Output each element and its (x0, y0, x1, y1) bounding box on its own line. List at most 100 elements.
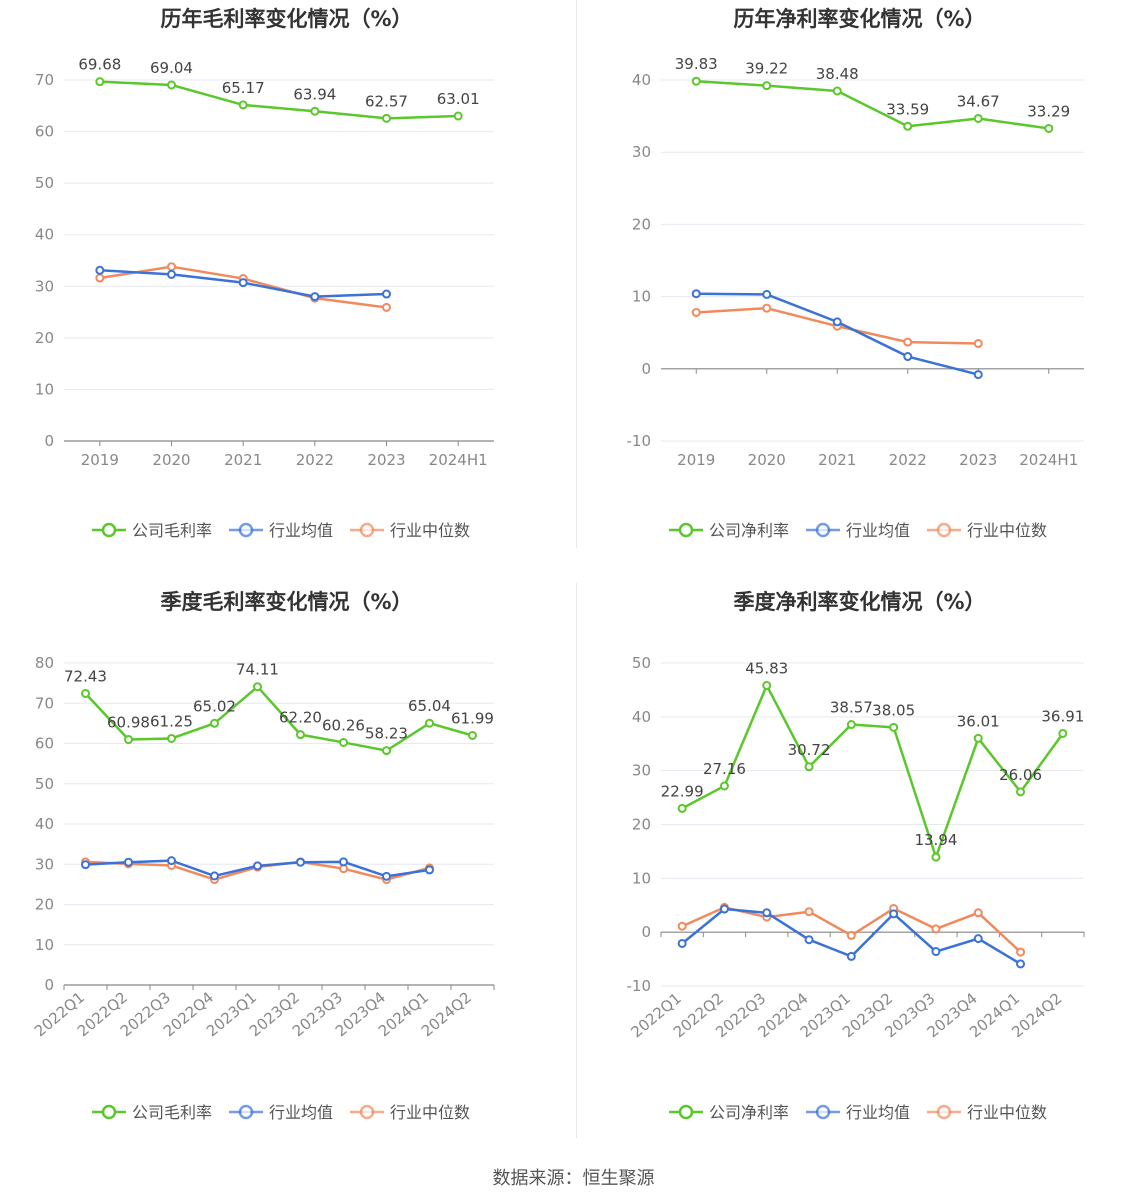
industry-avg-point (167, 269, 176, 279)
legend-item-industry-median[interactable]: 行业中位数 (390, 1103, 470, 1122)
y-tick-label: 70 (35, 71, 54, 89)
data-label: 65.02 (193, 697, 236, 715)
y-tick-label: 30 (35, 855, 54, 873)
chart-title: 历年净利率变化情况（%） (733, 7, 985, 31)
x-tick-label: 2023 (959, 451, 997, 469)
data-label: 38.57 (830, 699, 873, 717)
industry-avg-line (696, 292, 979, 376)
industry-avg-point (762, 289, 772, 299)
data-label: 62.20 (279, 709, 322, 727)
data-label: 27.16 (703, 760, 746, 778)
x-tick-label: 2019 (677, 451, 715, 469)
industry-avg-point (310, 292, 320, 302)
industry-median-point (973, 908, 983, 918)
company-point (804, 762, 814, 772)
x-tick-label: 2020 (152, 451, 190, 469)
company-point (973, 113, 983, 123)
legend-item-company[interactable]: 公司净利率 (709, 521, 789, 540)
quarterly-gross-margin-chart: 季度毛利率变化情况（%） 0 10 20 30 40 50 60 70 80 2022Q1 2022Q… (0, 583, 573, 1166)
industry-median-point (903, 337, 913, 347)
legend-item-industry-avg[interactable]: 行业均值 (269, 521, 333, 540)
y-tick-label: 70 (35, 694, 54, 712)
y-tick-label: 0 (44, 432, 54, 450)
legend-item-industry-median[interactable]: 行业中位数 (390, 521, 470, 540)
industry-avg-point (832, 317, 842, 327)
industry-avg-point (339, 857, 348, 867)
data-label: 30.72 (788, 741, 831, 759)
company-point (1044, 123, 1054, 133)
y-tick-label: 60 (35, 123, 54, 141)
y-tick-label: 40 (632, 71, 651, 89)
industry-median-point (1016, 947, 1026, 957)
x-tick-label: 2024H1 (1019, 451, 1078, 469)
legend-item-industry-median[interactable]: 行业中位数 (967, 521, 1047, 540)
data-source: 数据来源：恒生聚源 (492, 1168, 655, 1189)
data-label: 60.98 (107, 714, 150, 732)
y-tick-label: 80 (35, 654, 54, 672)
data-label: 72.43 (64, 667, 107, 685)
x-tick-label: 2023 (367, 451, 405, 469)
industry-median-point (804, 907, 814, 917)
y-tick-label: -10 (627, 977, 652, 995)
industry-median-point (167, 262, 176, 272)
y-tick-label: -10 (627, 432, 652, 450)
industry-avg-point (973, 370, 983, 380)
legend-item-company[interactable]: 公司毛利率 (132, 521, 212, 540)
industry-avg-point (762, 908, 772, 918)
company-point (1016, 787, 1026, 797)
legend-item-industry-median[interactable]: 行业中位数 (967, 1103, 1047, 1122)
y-tick-label: 10 (35, 380, 54, 398)
x-tick-label: 2021 (818, 451, 856, 469)
data-label: 33.29 (1027, 102, 1070, 120)
industry-median-point (846, 930, 856, 940)
legend-swatch-marker (238, 522, 254, 538)
legend-swatch-marker (815, 1104, 831, 1120)
company-point (124, 735, 133, 745)
data-label: 58.23 (365, 725, 408, 743)
industry-median-point (762, 303, 772, 313)
data-label: 22.99 (661, 782, 704, 800)
legend-item-industry-avg[interactable]: 行业均值 (269, 1103, 333, 1122)
x-tick-label: 2022 (296, 451, 334, 469)
chart-title: 季度净利率变化情况（%） (733, 590, 985, 614)
company-point (238, 100, 248, 110)
company-point (832, 86, 842, 96)
legend-swatch-marker (101, 1104, 117, 1120)
data-label: 39.83 (675, 55, 718, 73)
data-label: 33.59 (886, 100, 929, 118)
x-tick-label: 2020 (748, 451, 786, 469)
chart-svg: 历年净利率变化情况（%） -10 0 10 20 30 40 2019 2020 2021 2022… (627, 7, 1084, 540)
company-point (677, 803, 687, 813)
industry-avg-point (804, 935, 814, 945)
chart-title: 历年毛利率变化情况（%） (160, 7, 412, 31)
data-label: 39.22 (745, 60, 788, 78)
data-label: 45.83 (745, 659, 788, 677)
legend-item-industry-avg[interactable]: 行业均值 (846, 521, 910, 540)
company-line (84, 685, 473, 752)
data-label: 65.04 (408, 697, 451, 715)
legend-swatch-marker (678, 1104, 694, 1120)
industry-avg-point (382, 289, 391, 299)
company-point (973, 733, 983, 743)
x-tick-label: 2021 (224, 451, 262, 469)
industry-avg-point (81, 860, 90, 870)
legend-item-company[interactable]: 公司净利率 (709, 1103, 789, 1122)
y-tick-label: 20 (35, 896, 54, 914)
data-label: 62.57 (365, 92, 408, 110)
industry-avg-point (931, 947, 941, 957)
x-tick-label: 2019 (81, 451, 119, 469)
data-label: 36.01 (957, 712, 1000, 730)
legend-item-company[interactable]: 公司毛利率 (132, 1103, 212, 1122)
y-tick-label: 20 (632, 816, 651, 834)
industry-avg-point (296, 857, 305, 867)
legend-item-industry-avg[interactable]: 行业均值 (846, 1103, 910, 1122)
industry-avg-point (903, 352, 913, 362)
data-label: 69.04 (150, 59, 193, 77)
y-tick-label: 0 (641, 360, 651, 378)
y-tick-label: 10 (632, 869, 651, 887)
y-tick-label: 30 (35, 277, 54, 295)
data-label: 36.91 (1041, 707, 1084, 725)
company-point (210, 718, 219, 728)
company-point (310, 106, 320, 116)
data-label: 38.48 (816, 65, 859, 83)
